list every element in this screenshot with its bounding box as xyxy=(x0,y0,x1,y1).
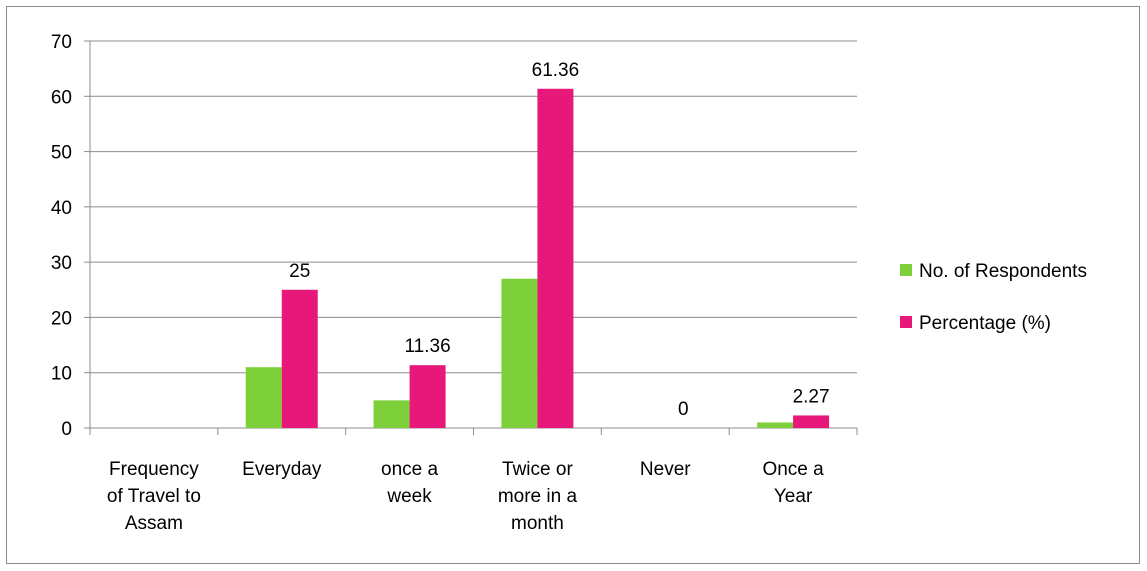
y-tick-label: 60 xyxy=(51,87,72,108)
data-label: 61.36 xyxy=(532,60,580,81)
x-category-label: once a xyxy=(381,459,438,480)
bar-percentage xyxy=(793,415,830,428)
y-tick-label: 40 xyxy=(51,198,72,219)
legend-swatch-respondents xyxy=(900,264,912,276)
data-label: 11.36 xyxy=(405,336,451,357)
legend-swatch-percentage xyxy=(900,316,912,328)
y-tick-label: 10 xyxy=(51,364,72,385)
x-category-label: more in a xyxy=(498,486,578,507)
data-label: 25 xyxy=(289,261,310,282)
x-category-label: Never xyxy=(640,459,691,480)
bar-respondents xyxy=(373,400,410,428)
x-category-label: Everyday xyxy=(242,459,322,480)
y-tick-label: 30 xyxy=(51,253,72,274)
y-tick-label: 50 xyxy=(51,143,72,164)
bar-percentage xyxy=(281,289,318,428)
bar-percentage xyxy=(409,365,446,428)
y-tick-label: 20 xyxy=(51,308,72,329)
x-category-label: Twice or xyxy=(502,459,573,480)
x-category-label: Year xyxy=(774,486,813,507)
y-tick-label: 70 xyxy=(51,32,72,53)
x-category-label: Assam xyxy=(125,513,183,534)
x-category-label: month xyxy=(511,513,564,534)
legend-label: No. of Respondents xyxy=(919,261,1087,282)
x-category-label: week xyxy=(386,486,432,507)
x-category-label: Once a xyxy=(762,459,824,480)
x-category-label: Frequency xyxy=(109,459,199,480)
bar-percentage xyxy=(537,88,574,429)
y-tick-label: 0 xyxy=(61,419,72,440)
data-label: 0 xyxy=(678,399,689,420)
bar-respondents xyxy=(501,278,538,428)
bar-respondents xyxy=(757,422,794,428)
legend-label: Percentage (%) xyxy=(919,313,1051,334)
x-category-label: of Travel to xyxy=(107,486,201,507)
bar-respondents xyxy=(245,367,282,428)
data-label: 2.27 xyxy=(793,386,830,407)
